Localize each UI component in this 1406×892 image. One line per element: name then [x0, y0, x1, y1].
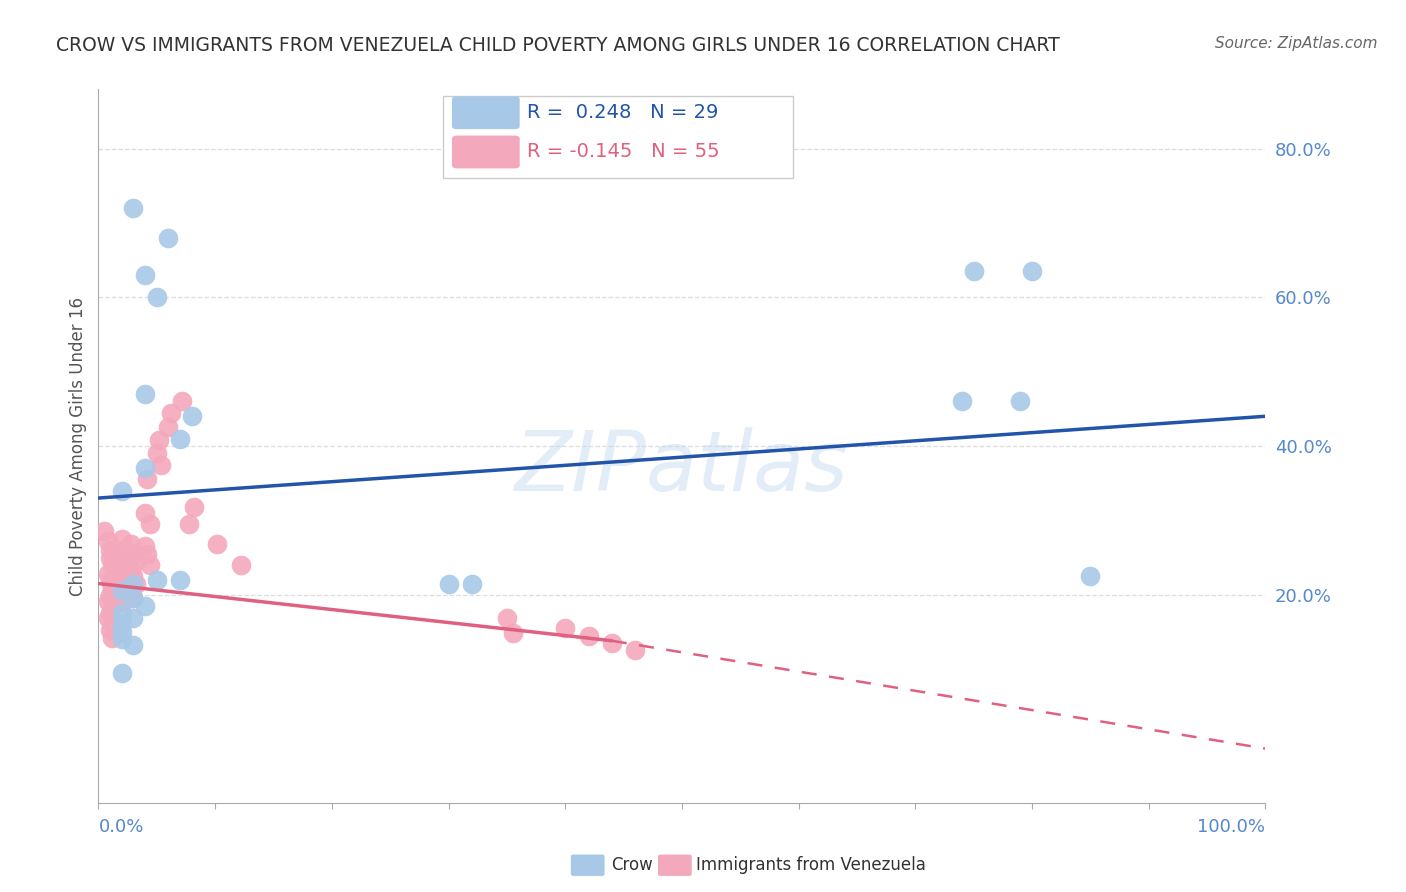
Point — [229, 558, 252, 572]
Text: 0.0%: 0.0% — [98, 818, 143, 836]
Point — [207, 537, 229, 551]
Text: Immigrants from Venezuela: Immigrants from Venezuela — [696, 856, 925, 874]
Point — [101, 617, 124, 632]
Point — [120, 562, 142, 576]
Point — [136, 547, 159, 561]
Point — [120, 583, 142, 598]
Text: CROW VS IMMIGRANTS FROM VENEZUELA CHILD POVERTY AMONG GIRLS UNDER 16 CORRELATION: CROW VS IMMIGRANTS FROM VENEZUELA CHILD … — [56, 36, 1060, 54]
Point — [134, 387, 156, 401]
Text: Crow: Crow — [612, 856, 654, 874]
Point — [111, 632, 134, 647]
Point — [111, 607, 134, 621]
Point — [134, 461, 156, 475]
Point — [98, 624, 121, 638]
Point — [1080, 569, 1102, 583]
Point — [101, 580, 124, 594]
Point — [111, 532, 134, 546]
Point — [146, 573, 169, 587]
Point — [111, 483, 134, 498]
Point — [139, 558, 162, 572]
Text: R =  0.248   N = 29: R = 0.248 N = 29 — [527, 103, 718, 121]
Point — [101, 600, 124, 615]
Point — [157, 420, 180, 434]
Point — [98, 588, 121, 602]
Point — [437, 576, 460, 591]
Point — [134, 599, 156, 613]
Point — [111, 566, 134, 581]
Point — [122, 638, 145, 652]
Point — [578, 628, 600, 642]
Point — [148, 433, 170, 447]
Point — [139, 516, 162, 531]
Point — [1010, 394, 1032, 409]
Point — [97, 611, 120, 625]
Point — [502, 626, 524, 640]
Point — [950, 394, 973, 409]
Point — [93, 524, 115, 539]
Point — [97, 566, 120, 581]
Point — [125, 554, 148, 568]
Point — [159, 405, 181, 419]
Point — [108, 580, 131, 594]
Point — [97, 534, 120, 549]
Point — [179, 516, 201, 531]
Point — [1021, 264, 1043, 278]
Point — [183, 500, 205, 514]
Point — [98, 574, 121, 589]
Point — [122, 201, 145, 215]
Point — [146, 446, 169, 460]
Point — [111, 583, 134, 598]
Point — [157, 231, 180, 245]
Point — [120, 537, 142, 551]
Point — [97, 593, 120, 607]
Point — [172, 394, 194, 409]
Point — [134, 539, 156, 553]
Point — [600, 636, 623, 650]
FancyBboxPatch shape — [443, 96, 793, 178]
Point — [101, 558, 124, 572]
Point — [108, 552, 131, 566]
Point — [122, 547, 145, 561]
Point — [169, 432, 191, 446]
Point — [125, 576, 148, 591]
Point — [112, 543, 135, 558]
Text: 100.0%: 100.0% — [1198, 818, 1265, 836]
Point — [962, 264, 984, 278]
Text: ZIPatlas: ZIPatlas — [515, 427, 849, 508]
Point — [101, 631, 124, 645]
Point — [461, 576, 484, 591]
FancyBboxPatch shape — [451, 96, 520, 129]
Point — [122, 576, 145, 591]
Point — [122, 591, 145, 606]
Point — [111, 665, 134, 680]
Point — [111, 595, 134, 609]
Point — [111, 624, 134, 639]
Point — [122, 569, 145, 583]
FancyBboxPatch shape — [451, 136, 520, 169]
Point — [554, 621, 576, 635]
Point — [98, 543, 121, 558]
Point — [122, 591, 145, 606]
Point — [134, 268, 156, 282]
Y-axis label: Child Poverty Among Girls Under 16: Child Poverty Among Girls Under 16 — [69, 296, 87, 596]
Point — [180, 409, 202, 424]
Point — [169, 573, 191, 587]
Text: R = -0.145   N = 55: R = -0.145 N = 55 — [527, 142, 720, 161]
Point — [134, 506, 156, 520]
Point — [624, 643, 647, 657]
Point — [122, 611, 145, 625]
Point — [98, 607, 121, 621]
Point — [111, 617, 134, 632]
Point — [112, 588, 135, 602]
Point — [496, 611, 519, 625]
Point — [112, 559, 135, 574]
Text: Source: ZipAtlas.com: Source: ZipAtlas.com — [1215, 36, 1378, 51]
Point — [112, 574, 135, 589]
Point — [150, 458, 173, 472]
Point — [136, 472, 159, 486]
Point — [98, 550, 121, 565]
Point — [146, 290, 169, 304]
